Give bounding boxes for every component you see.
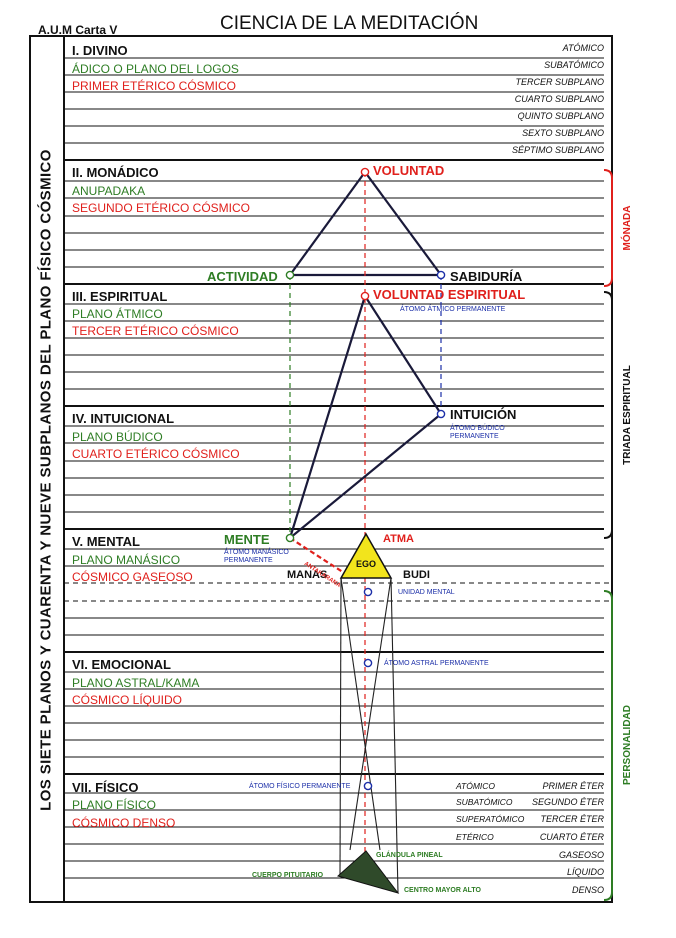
atomo-fisico-circle [363, 781, 373, 791]
glandula-pineal-label: GLÁNDULA PINEAL [376, 852, 443, 859]
atomo-fisico-label: ÁTOMO FÍSICO PERMANENTE [249, 783, 351, 790]
plane-6-alt: PLANO ASTRAL/KAMA [72, 676, 200, 690]
cuerpo-pituitario-label: CUERPO PITUITARIO [252, 872, 324, 879]
intuicion-label: INTUICIÓN [450, 407, 517, 422]
voluntad-label: VOLUNTAD [373, 163, 445, 178]
physical-subplane-right: SEGUNDO ÉTER [531, 797, 604, 807]
plane-3-alt: PLANO ÁTMICO [72, 307, 163, 321]
triada-shape [287, 293, 443, 542]
unidad-mental-label: UNIDAD MENTAL [398, 589, 455, 596]
physical-subplane-right: CUARTO ÉTER [539, 832, 604, 842]
voluntad-circle [360, 167, 370, 177]
divine-subplane-label: CUARTO SUBPLANO [514, 94, 604, 104]
atomo-astral-label: ÁTOMO ASTRAL PERMANENTE [384, 660, 489, 667]
hourglass-line-left-bottom [339, 577, 342, 876]
centro-mayor-alto-label: CENTRO MAYOR ALTO [404, 887, 482, 894]
plane-3-title: III. ESPIRITUAL [72, 289, 168, 304]
ego-triangle [339, 532, 393, 579]
plane-5-alt: PLANO MANÁSICO [72, 553, 181, 567]
atma-label: ATMA [383, 533, 414, 545]
physical-subplane-right: LÍQUIDO [566, 867, 604, 877]
divine-subplane-label: TERCER SUBPLANO [515, 77, 604, 87]
triada-bracket [603, 291, 613, 539]
atomo-manasico-label: ÁTOMO MANÁSICO PERMANENTE [224, 549, 289, 565]
atomo-atmico-label: ÁTOMO ÁTMICO PERMANENTE [400, 306, 506, 313]
plane-6-cosmic: CÓSMICO LÍQUIDO [72, 693, 183, 707]
plane-4-title: IV. INTUICIONAL [72, 411, 175, 426]
sabiduria-circle [436, 270, 446, 280]
antakarana-line [289, 537, 353, 579]
divine-subplane-label: SUBATÓMICO [544, 60, 604, 70]
hourglass-line-right-bottom [390, 577, 399, 894]
hourglass-line-right-top [349, 577, 392, 851]
ego-label: EGO [356, 559, 377, 569]
plane-1-alt: ÁDICO O PLANO DEL LOGOS [72, 62, 239, 76]
personalidad-side-label: PERSONALIDAD [622, 704, 633, 786]
plane-7-cosmic: CÓSMICO DENSO [72, 816, 176, 830]
plane-1-cosmic: PRIMER ETÉRICO CÓSMICO [72, 79, 237, 93]
budi-label: BUDI [403, 569, 430, 581]
plane-2-alt: ANUPADAKA [72, 184, 146, 198]
divine-subplane-label: SÉPTIMO SUBPLANO [511, 145, 604, 155]
atomo-astral-circle [363, 658, 373, 668]
personalidad-bracket [603, 590, 613, 901]
chart-code-label: A.U.M Carta V [38, 23, 118, 37]
voluntad-espiritual-circle [360, 291, 370, 301]
manas-label: MANAS [287, 569, 328, 581]
plane-5-cosmic: CÓSMICO GASEOSO [72, 570, 193, 584]
plane-4-cosmic: CUARTO ETÉRICO CÓSMICO [72, 447, 240, 461]
mente-circle [285, 533, 295, 543]
plane-5-title: V. MENTAL [72, 534, 140, 549]
physical-subplane-right: DENSO [571, 885, 604, 895]
pineal-triangle [336, 850, 400, 894]
plane-6-title: VI. EMOCIONAL [72, 657, 171, 672]
divine-subplane-label: SEXTO SUBPLANO [522, 128, 604, 138]
plane-1-title: I. DIVINO [72, 43, 128, 58]
actividad-circle [285, 270, 295, 280]
divine-subplane-label: ATÓMICO [562, 43, 604, 53]
hourglass-line-left-top [340, 577, 381, 851]
atomo-budico-label: ÁTOMO BÚDICO PERMANENTE [450, 425, 505, 441]
chart-title: CIENCIA DE LA MEDITACIÓN [220, 13, 479, 34]
triada-side-label: TRIADA ESPIRITUAL [622, 365, 633, 465]
physical-subplane-left: SUPERATÓMICO [456, 814, 525, 824]
monada-side-label: MÓNADA [622, 205, 633, 251]
plane-7-title: VII. FÍSICO [72, 780, 139, 795]
sabiduria-label: SABIDURÍA [450, 269, 523, 284]
plane-2-title: II. MONÁDICO [72, 165, 159, 180]
physical-subplane-right: PRIMER ÉTER [542, 781, 604, 791]
physical-subplane-right: TERCER ÉTER [540, 814, 604, 824]
plane-2-cosmic: SEGUNDO ETÉRICO CÓSMICO [72, 201, 251, 215]
plane-3-cosmic: TERCER ETÉRICO CÓSMICO [72, 324, 239, 338]
physical-subplane-left: ETÉRICO [456, 832, 494, 842]
plane-7-alt: PLANO FÍSICO [72, 798, 157, 812]
mente-label: MENTE [224, 532, 270, 547]
physical-subplane-right: GASEOSO [558, 850, 604, 860]
intuicion-circle [436, 409, 446, 419]
unidad-mental-circle [363, 587, 373, 597]
physical-subplane-left: ATÓMICO [456, 781, 496, 791]
monada-bracket [603, 169, 613, 287]
monada-triangle [287, 170, 444, 277]
plane-4-alt: PLANO BÚDICO [72, 430, 163, 444]
physical-subplane-left: SUBATÓMICO [456, 797, 513, 807]
actividad-label: ACTIVIDAD [207, 269, 278, 284]
voluntad-espiritual-label: VOLUNTAD ESPIRITUAL [373, 287, 526, 302]
divine-subplane-label: QUINTO SUBPLANO [517, 111, 604, 121]
subplane-lines [64, 57, 612, 879]
